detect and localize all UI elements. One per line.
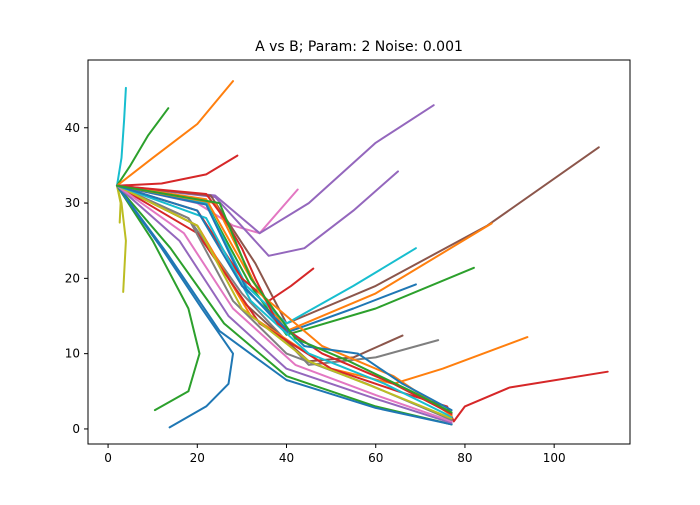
x-tick-label: 20 bbox=[190, 451, 205, 465]
y-tick-label: 40 bbox=[65, 121, 80, 135]
series-line-15 bbox=[116, 184, 417, 325]
x-tick-label: 60 bbox=[368, 451, 383, 465]
series-line-8 bbox=[116, 184, 234, 429]
y-tick-label: 20 bbox=[65, 271, 80, 285]
series-layer bbox=[116, 80, 609, 429]
x-tick-label: 0 bbox=[104, 451, 112, 465]
series-line-3 bbox=[116, 80, 234, 187]
y-axis: 0 10 20 30 40 bbox=[65, 121, 88, 436]
x-tick-label: 100 bbox=[543, 451, 566, 465]
series-line-23 bbox=[116, 184, 453, 426]
y-tick-label: 30 bbox=[65, 196, 80, 210]
series-line-28 bbox=[116, 184, 453, 418]
series-line-4 bbox=[116, 154, 239, 187]
series-line-25 bbox=[116, 184, 453, 423]
x-axis: 0 20 40 60 80 100 bbox=[104, 444, 566, 465]
x-tick-label: 40 bbox=[279, 451, 294, 465]
series-line-7 bbox=[116, 184, 201, 412]
y-tick-label: 10 bbox=[65, 347, 80, 361]
chart-title: A vs B; Param: 2 Noise: 0.001 bbox=[255, 39, 463, 55]
series-line-6 bbox=[116, 184, 122, 224]
series-line-2 bbox=[116, 107, 170, 187]
x-tick-label: 80 bbox=[457, 451, 472, 465]
plot-frame bbox=[87, 59, 631, 445]
series-line-22 bbox=[116, 184, 453, 426]
y-tick-label: 0 bbox=[72, 422, 80, 436]
series-line-1 bbox=[116, 86, 127, 187]
series-line-32 bbox=[116, 184, 453, 414]
series-line-27 bbox=[116, 184, 453, 420]
series-line-24 bbox=[116, 184, 453, 424]
series-line-31 bbox=[116, 184, 453, 412]
